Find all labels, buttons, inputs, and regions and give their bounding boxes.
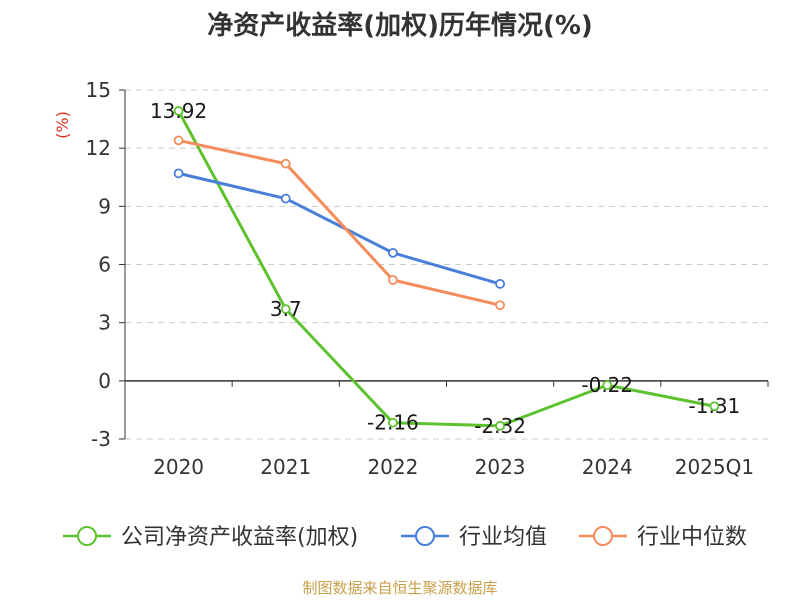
data-point[interactable] xyxy=(495,278,505,289)
source-note: 制图数据来自恒生聚源数据库 xyxy=(302,579,497,597)
series-line-1 xyxy=(178,171,501,286)
data-point[interactable] xyxy=(280,158,291,169)
y-tick-label: 9 xyxy=(98,194,111,218)
data-label: 3.7 xyxy=(270,297,302,321)
y-axis-ticks: 15 12 9 6 3 0 -3 xyxy=(86,78,125,451)
x-tick-label: 2021 xyxy=(260,455,311,479)
y-tick-label: 15 xyxy=(86,78,111,102)
y-tick-label: 6 xyxy=(98,253,111,277)
data-point[interactable] xyxy=(388,275,398,285)
legend-label: 公司净资产收益率(加权) xyxy=(121,525,358,550)
legend-item-0[interactable]: 公司净资产收益率(加权) xyxy=(63,525,358,550)
data-point[interactable] xyxy=(495,300,505,311)
data-point[interactable] xyxy=(280,304,291,314)
data-point[interactable] xyxy=(709,401,720,412)
data-point[interactable] xyxy=(173,168,184,179)
legend-label: 行业中位数 xyxy=(637,525,747,550)
data-label: -2.16 xyxy=(367,411,419,435)
y-tick-label: -3 xyxy=(91,427,111,451)
x-axis-ticks: 2020 2021 2022 2023 2024 2025Q1 xyxy=(153,455,754,479)
y-tick-label: 3 xyxy=(98,311,111,335)
series-line-2 xyxy=(178,138,501,307)
chart-title: 净资产收益率(加权)历年情况(%) xyxy=(207,10,593,41)
y-tick-label: 0 xyxy=(98,369,111,393)
legend-item-1[interactable]: 行业均值 xyxy=(401,525,547,550)
legend-label: 行业均值 xyxy=(459,525,547,550)
x-tick-label: 2023 xyxy=(475,455,526,479)
legend-marker xyxy=(415,526,435,546)
data-point[interactable] xyxy=(388,247,398,258)
legend-marker xyxy=(593,526,613,546)
x-tick-label: 2020 xyxy=(153,455,204,479)
series-line-0 xyxy=(177,110,715,428)
y-axis-unit-label: (%) xyxy=(53,111,72,139)
data-point[interactable] xyxy=(280,193,291,204)
data-point[interactable] xyxy=(388,417,398,428)
x-tick-label: 2022 xyxy=(367,455,418,479)
legend-marker xyxy=(77,526,97,546)
data-label: -2.32 xyxy=(474,414,526,438)
series-lines xyxy=(173,106,720,431)
data-point[interactable] xyxy=(173,106,184,116)
legend-item-2[interactable]: 行业中位数 xyxy=(579,525,747,550)
data-labels: 13.92 3.7 -2.16 -2.32 -0.22 -1.31 xyxy=(150,99,740,438)
data-label: -0.22 xyxy=(581,373,633,397)
x-tick-label: 2025Q1 xyxy=(675,455,754,479)
y-tick-label: 12 xyxy=(86,136,111,160)
data-point[interactable] xyxy=(602,380,613,390)
data-point[interactable] xyxy=(495,420,505,431)
grid-lines xyxy=(125,89,768,440)
data-label: 13.92 xyxy=(150,99,207,123)
data-label: -1.31 xyxy=(689,394,741,418)
x-tick-label: 2024 xyxy=(582,455,633,479)
legend[interactable]: 公司净资产收益率(加权) 行业均值 行业中位数 xyxy=(63,525,747,550)
data-point[interactable] xyxy=(173,135,184,146)
